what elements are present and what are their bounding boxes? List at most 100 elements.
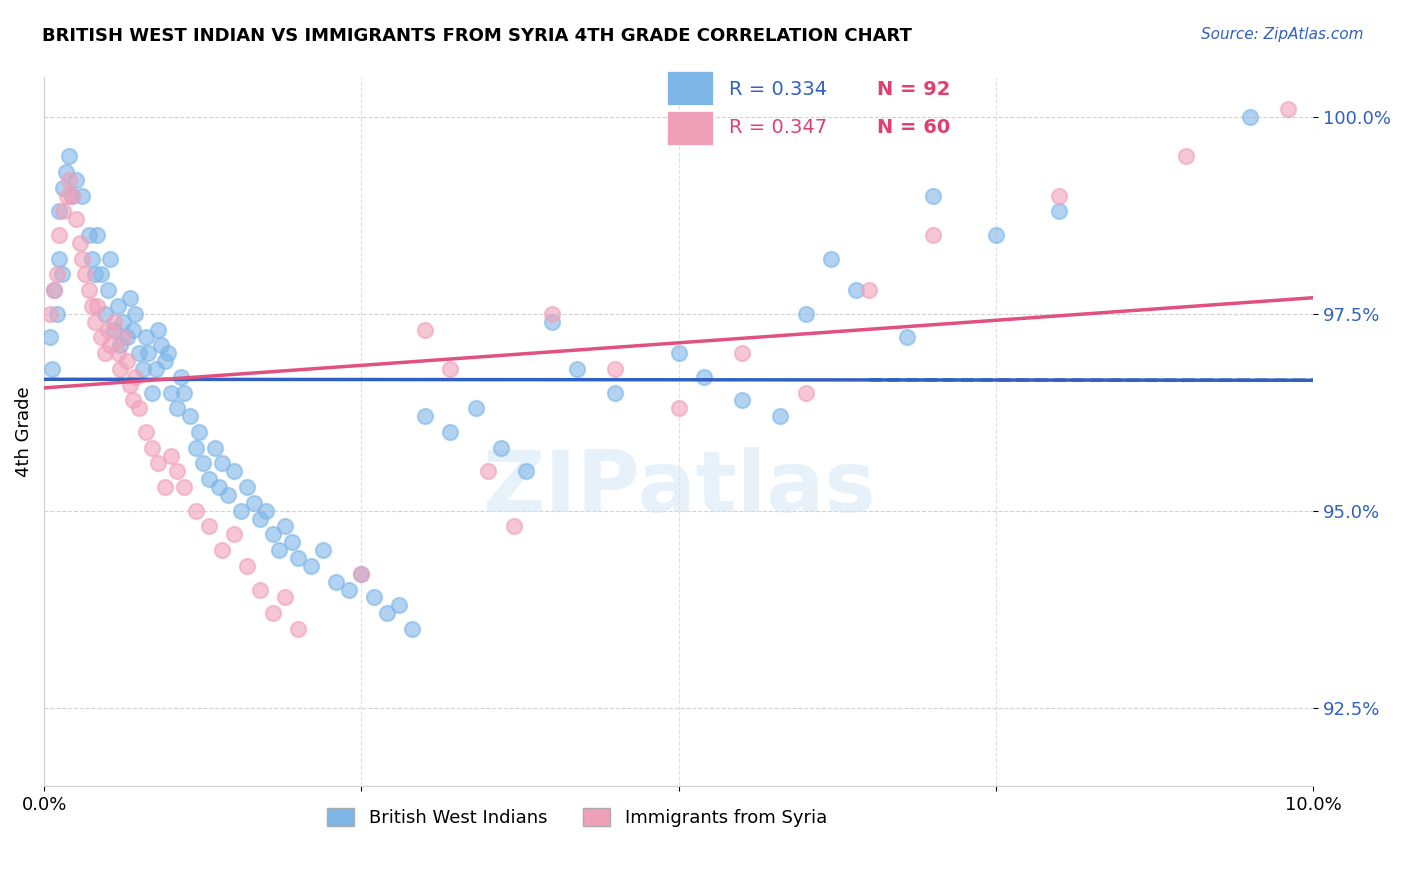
Point [489, 441, 512, 455]
Point [502, 519, 524, 533]
Point [173, 480, 195, 494]
Text: N = 92: N = 92 [877, 79, 950, 99]
Point [98, 252, 121, 266]
Point [845, 283, 868, 297]
Text: N = 60: N = 60 [877, 118, 950, 137]
Point [124, 307, 146, 321]
Point [794, 385, 817, 400]
Text: R = 0.347: R = 0.347 [728, 118, 827, 137]
Point [153, 480, 176, 494]
Point [98, 338, 121, 352]
Point [375, 606, 398, 620]
Point [120, 377, 142, 392]
Point [198, 472, 221, 486]
Point [160, 385, 183, 400]
Point [224, 527, 246, 541]
Point [337, 582, 360, 597]
Text: BRITISH WEST INDIAN VS IMMIGRANTS FROM SYRIA 4TH GRADE CORRELATION CHART: BRITISH WEST INDIAN VS IMMIGRANTS FROM S… [42, 27, 912, 45]
Point [41, 362, 63, 376]
Point [58, 149, 80, 163]
Point [262, 527, 284, 541]
Point [350, 566, 373, 581]
Point [540, 315, 562, 329]
Point [128, 401, 150, 416]
Point [145, 362, 167, 376]
Point [82, 299, 104, 313]
Point [413, 409, 436, 424]
Point [60, 188, 83, 202]
Point [262, 606, 284, 620]
Point [90, 330, 112, 344]
Text: Source: ZipAtlas.com: Source: ZipAtlas.com [1201, 27, 1364, 42]
Point [120, 291, 142, 305]
Point [188, 425, 211, 439]
Point [141, 385, 163, 400]
Point [48, 252, 70, 266]
Point [148, 322, 170, 336]
Point [858, 283, 880, 297]
Point [122, 393, 145, 408]
Point [153, 354, 176, 368]
Point [984, 227, 1007, 242]
Point [128, 346, 150, 360]
Point [160, 449, 183, 463]
Point [668, 346, 690, 360]
Point [52, 204, 75, 219]
Point [211, 457, 233, 471]
Point [86, 299, 108, 313]
Point [236, 558, 259, 573]
Point [107, 346, 129, 360]
Point [148, 457, 170, 471]
Point [249, 582, 271, 597]
Point [540, 307, 562, 321]
Point [170, 369, 193, 384]
Point [267, 543, 290, 558]
Point [1049, 188, 1071, 202]
Point [464, 401, 486, 416]
Point [149, 338, 172, 352]
Point [136, 346, 159, 360]
Point [44, 283, 66, 297]
Point [39, 330, 62, 344]
Point [1239, 110, 1261, 124]
Point [52, 180, 75, 194]
Point [204, 441, 226, 455]
Point [58, 173, 80, 187]
Point [439, 425, 461, 439]
Point [731, 346, 754, 360]
Point [413, 322, 436, 336]
Legend: British West Indians, Immigrants from Syria: British West Indians, Immigrants from Sy… [321, 800, 834, 834]
Point [110, 338, 132, 352]
Point [280, 535, 302, 549]
Point [73, 268, 96, 282]
Point [208, 480, 231, 494]
Point [44, 283, 66, 297]
Point [769, 409, 792, 424]
Point [115, 330, 138, 344]
Point [274, 519, 297, 533]
Point [141, 441, 163, 455]
Point [363, 591, 385, 605]
Point [401, 622, 423, 636]
Point [211, 543, 233, 558]
Point [70, 252, 93, 266]
Point [173, 385, 195, 400]
Point [287, 551, 309, 566]
Point [94, 346, 117, 360]
Point [103, 315, 125, 329]
Point [135, 330, 157, 344]
Point [65, 212, 87, 227]
Text: ZIPatlas: ZIPatlas [482, 447, 876, 530]
FancyBboxPatch shape [666, 71, 713, 105]
Point [55, 165, 77, 179]
Point [77, 283, 100, 297]
Point [186, 504, 208, 518]
Point [60, 188, 83, 202]
Point [94, 307, 117, 321]
Point [124, 369, 146, 384]
Point [97, 322, 120, 336]
Point [254, 504, 277, 518]
Point [107, 299, 129, 313]
Point [103, 322, 125, 336]
Point [111, 315, 134, 329]
